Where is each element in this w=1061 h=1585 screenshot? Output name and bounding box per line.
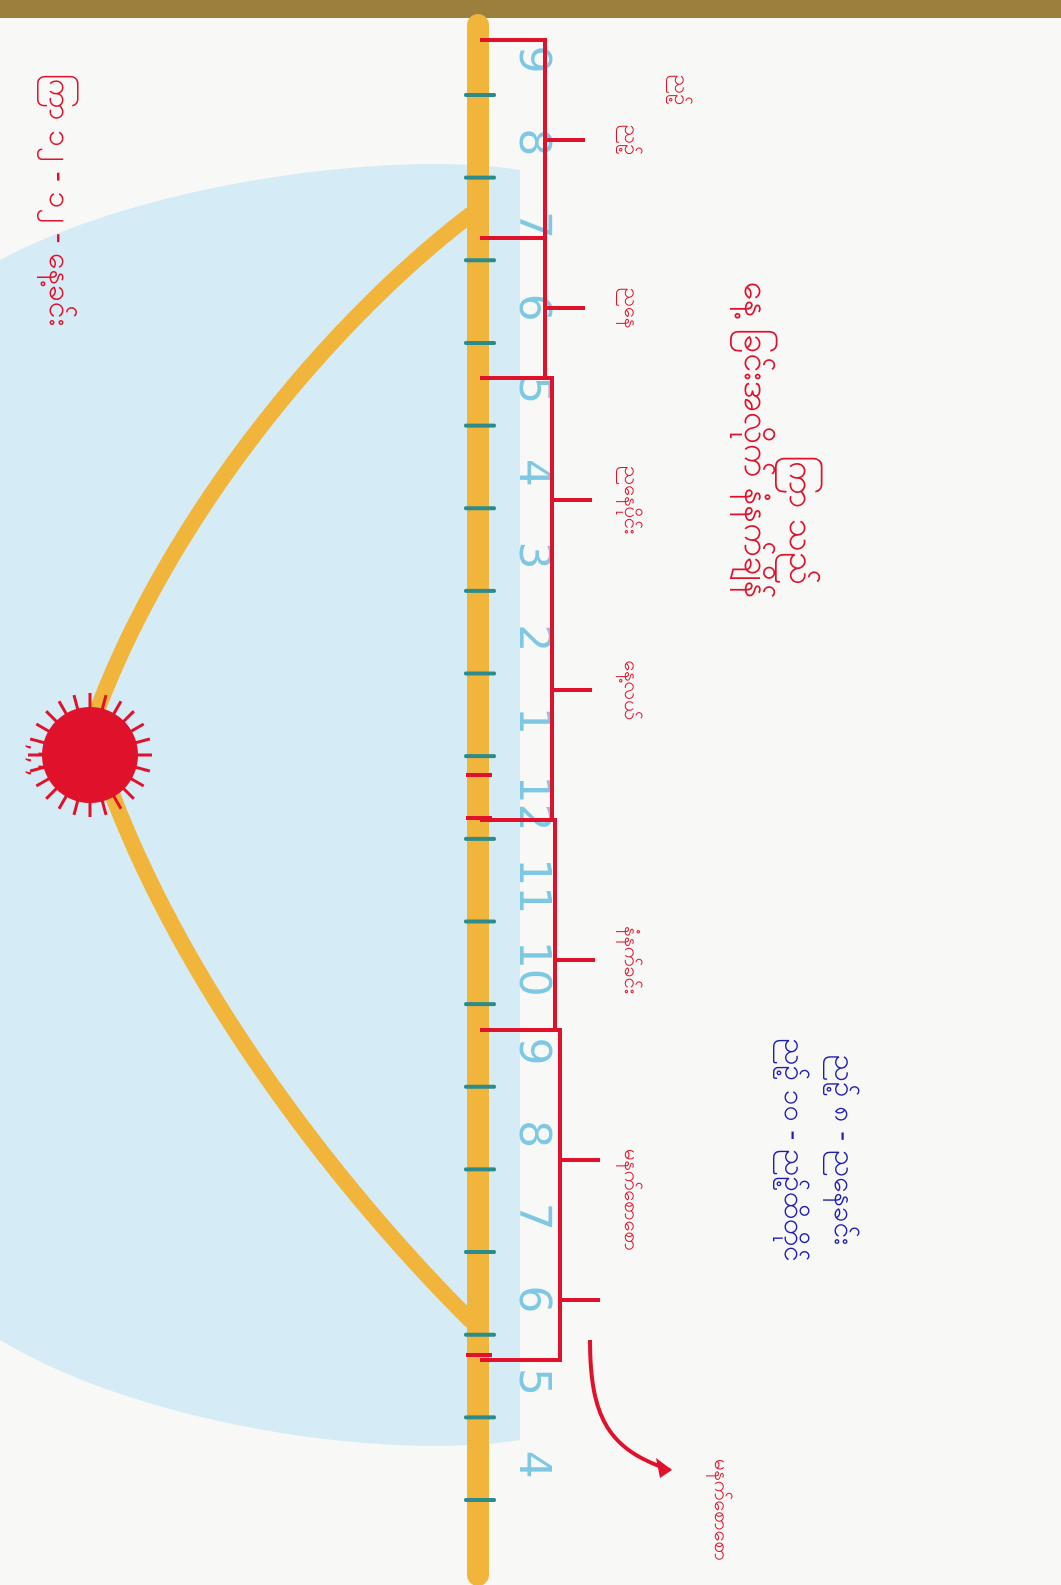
top-corner-label: ညဉ့်: [666, 75, 694, 105]
diagram-title-line2: နေ့ ခြင်းအလိုက် နံနက်ချိန်: [730, 282, 776, 599]
curved-arrow: [588, 1339, 671, 1472]
corner-note: ကြာ ၁၂ - ၁၂ - နေ့ခင်း: [36, 74, 79, 326]
hour-number: 9: [509, 46, 560, 74]
hour-number: 10: [509, 941, 560, 997]
period-label-2: ညနေ: [616, 288, 644, 329]
hour-number: 6: [509, 1285, 560, 1313]
sky-wash: [0, 164, 520, 1446]
sun-marks: ,',',: [22, 743, 47, 776]
hour-number: 8: [509, 128, 560, 156]
period-label-3: ညနေပိုင်း: [616, 466, 644, 534]
hour-number: 8: [509, 1120, 560, 1148]
hour-number: 7: [509, 211, 560, 239]
hour-number: 4: [509, 1451, 560, 1479]
period-label-5: နံနက်ခင်း: [616, 926, 644, 994]
sun: ,',',: [22, 693, 152, 817]
period-label-6: မနက်စောစော: [616, 1149, 644, 1251]
period-bracket-5: [480, 1028, 562, 1362]
arrow-head: [656, 1458, 672, 1478]
period-brackets: [466, 38, 672, 1478]
hour-number: 7: [509, 1203, 560, 1231]
hour-number: 5: [509, 1368, 560, 1396]
arrow-label: မနက်စောစော: [706, 1459, 734, 1561]
period-label-4: နေ့လယ်: [616, 660, 644, 719]
diagram-title-line1: ကြာ သည်: [775, 455, 821, 585]
hour-number: 9: [509, 1037, 560, 1065]
photo-edge-strip: [0, 0, 1061, 18]
period-label-1: ညဉ့်: [616, 125, 644, 155]
legend-line1: ညဉ့် ၈ - ညနေခင်း: [822, 1055, 862, 1246]
sun-disc: [42, 707, 138, 803]
hour-number: 11: [509, 858, 560, 914]
legend-line2: ညဉ့် ၁၀ - ညဥ့်ထိတိုင်: [772, 1038, 812, 1261]
